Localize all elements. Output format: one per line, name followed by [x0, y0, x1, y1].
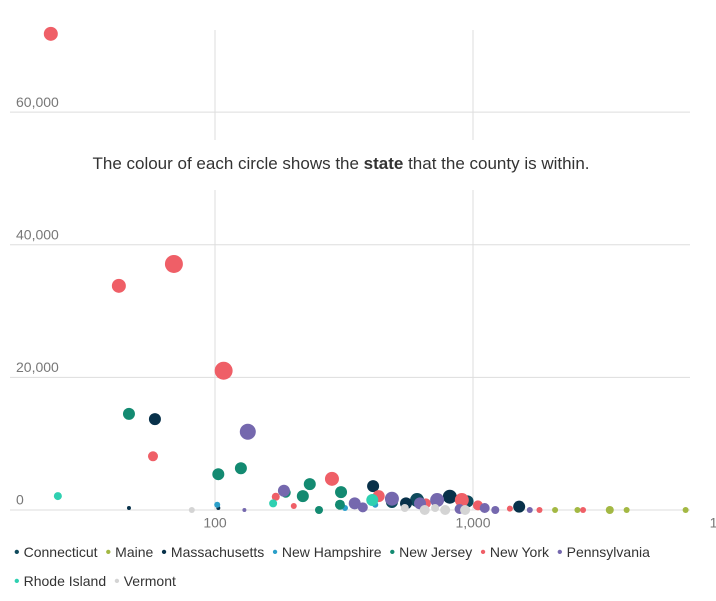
- legend-dot: •: [114, 573, 120, 590]
- legend-label: Rhode Island: [23, 573, 107, 589]
- legend-label: New Jersey: [399, 544, 473, 560]
- legend-dot: •: [557, 544, 563, 561]
- point: [682, 507, 689, 513]
- point: [440, 505, 451, 515]
- legend-dot: •: [14, 573, 20, 590]
- point: [367, 480, 380, 493]
- x-tick-label: 1,000: [455, 515, 490, 531]
- legend-dot: •: [161, 544, 167, 561]
- point: [164, 254, 183, 273]
- legend-item: • New Jersey: [389, 538, 472, 567]
- point: [623, 507, 630, 513]
- legend-label: New York: [489, 544, 549, 560]
- legend-dot: •: [480, 544, 486, 561]
- point: [419, 505, 430, 515]
- point: [147, 451, 158, 462]
- legend-item: • Rhode Island: [14, 567, 106, 596]
- point: [536, 507, 543, 513]
- point: [335, 486, 348, 499]
- annotation-text: The colour of each circle shows the: [92, 154, 363, 173]
- point: [605, 506, 614, 514]
- point: [122, 407, 135, 420]
- legend: • Connecticut • Maine • Massachusetts • New Ham…: [14, 538, 704, 596]
- grid: 0 20,000 40,000 60,000 100 1,000 10,000: [10, 30, 716, 531]
- chart: 0 20,000 40,000 60,000 100 1,000 10,000 The co…: [0, 26, 716, 531]
- legend-item: • Connecticut: [14, 538, 98, 567]
- point: [239, 423, 256, 440]
- point: [513, 500, 526, 513]
- legend-label: Massachusetts: [170, 544, 265, 560]
- point: [348, 497, 361, 510]
- y-tick-label: 40,000: [16, 226, 59, 242]
- point: [366, 494, 379, 507]
- point: [126, 506, 131, 511]
- point: [214, 501, 221, 508]
- legend-dot: •: [272, 544, 278, 561]
- x-tick-label: 10,000: [710, 515, 716, 531]
- marks: [43, 26, 689, 515]
- point: [234, 462, 247, 475]
- y-tick-label: 20,000: [16, 359, 59, 375]
- point: [324, 471, 339, 486]
- point: [580, 507, 587, 513]
- point: [242, 508, 247, 512]
- legend-item: • Pennsylvania: [557, 538, 650, 567]
- point: [400, 504, 409, 513]
- point: [212, 468, 225, 481]
- point: [506, 505, 513, 512]
- point: [430, 493, 445, 508]
- point: [296, 490, 309, 503]
- point: [111, 278, 126, 293]
- point: [460, 505, 471, 515]
- point: [277, 484, 290, 497]
- legend-dot: •: [14, 544, 20, 561]
- legend-dot: •: [389, 544, 396, 561]
- point: [357, 502, 368, 513]
- legend-item: • Maine: [106, 538, 154, 567]
- y-tick-label: 60,000: [16, 94, 59, 110]
- point: [479, 503, 490, 514]
- point: [271, 492, 280, 501]
- legend-label: Maine: [115, 544, 154, 560]
- legend-item: • Vermont: [114, 567, 176, 596]
- legend-label: Connecticut: [23, 544, 98, 560]
- legend-label: New Hampshire: [281, 544, 382, 560]
- point: [431, 504, 440, 513]
- point: [334, 499, 345, 510]
- annotation-bold: state: [364, 154, 404, 173]
- point: [269, 499, 278, 508]
- point: [526, 507, 533, 513]
- legend-item: • New York: [480, 538, 549, 567]
- point: [454, 493, 469, 508]
- point: [491, 506, 500, 514]
- legend-item: • Massachusetts: [161, 538, 264, 567]
- point: [43, 26, 58, 41]
- point: [442, 489, 457, 504]
- annotation: The colour of each circle shows the stat…: [92, 154, 589, 173]
- legend-label: Pennsylvania: [566, 544, 650, 560]
- point: [214, 361, 233, 380]
- point: [188, 507, 195, 513]
- point: [148, 413, 161, 426]
- point: [384, 491, 399, 506]
- legend-item: • New Hampshire: [272, 538, 381, 567]
- annotation-background: [0, 140, 716, 190]
- point: [574, 507, 581, 513]
- x-tick-label: 100: [203, 515, 227, 531]
- legend-label: Vermont: [123, 573, 176, 589]
- legend-dot: •: [105, 544, 112, 561]
- point: [315, 506, 324, 514]
- point: [290, 503, 297, 510]
- y-tick-label: 0: [16, 492, 24, 508]
- point: [303, 478, 316, 491]
- point: [53, 492, 62, 501]
- point: [552, 507, 559, 513]
- annotation-text: that the county is within.: [403, 154, 589, 173]
